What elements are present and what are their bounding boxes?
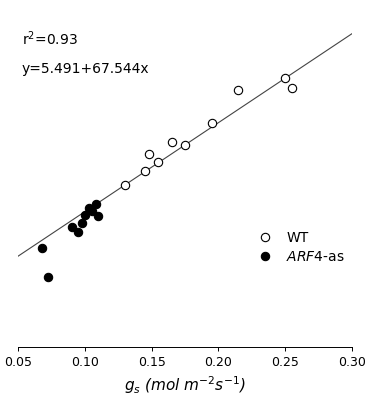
- Text: r$^{2}$=0.93: r$^{2}$=0.93: [21, 30, 77, 48]
- Point: [86, 205, 92, 212]
- Point: [82, 212, 88, 218]
- Point: [289, 85, 295, 92]
- Point: [209, 120, 215, 126]
- Legend: WT, $\it{ARF4}$-as: WT, $\it{ARF4}$-as: [252, 231, 345, 264]
- Point: [68, 224, 74, 230]
- Point: [155, 159, 161, 165]
- Point: [79, 220, 85, 226]
- Point: [75, 229, 81, 235]
- Text: y=5.491+67.544x: y=5.491+67.544x: [21, 62, 149, 76]
- Point: [44, 274, 50, 280]
- Point: [146, 151, 152, 158]
- Point: [142, 168, 148, 175]
- Point: [282, 75, 288, 81]
- Point: [169, 139, 175, 146]
- Point: [235, 86, 241, 93]
- Point: [95, 213, 101, 219]
- Point: [182, 142, 188, 148]
- X-axis label: $g_{s}$ (mol m$^{-2}$s$^{-1}$): $g_{s}$ (mol m$^{-2}$s$^{-1}$): [124, 374, 246, 396]
- Point: [92, 201, 98, 208]
- Point: [122, 181, 128, 188]
- Point: [39, 244, 45, 251]
- Point: [89, 208, 95, 214]
